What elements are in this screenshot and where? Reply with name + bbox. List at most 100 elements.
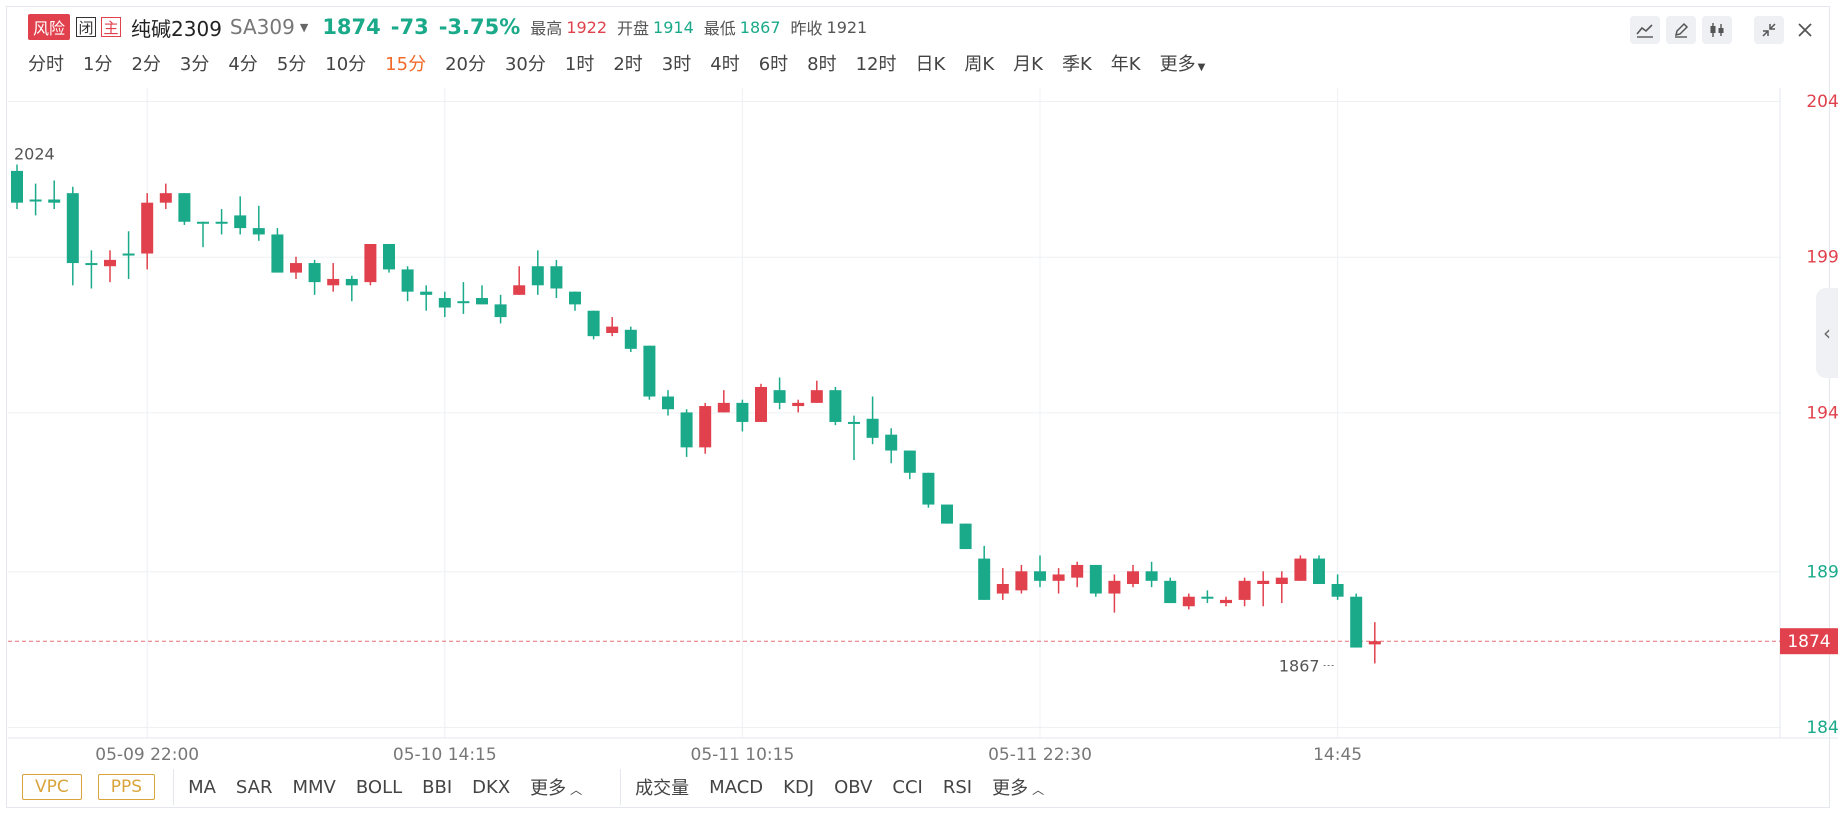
period-tab-label: 日K bbox=[915, 54, 946, 75]
sub-indicator-button[interactable]: RSI bbox=[942, 776, 973, 798]
chevron-left-icon[interactable]: ‹ bbox=[1816, 288, 1838, 378]
candle-body bbox=[1238, 580, 1251, 600]
candle-body bbox=[1368, 641, 1381, 645]
low-value: 1867 bbox=[739, 17, 781, 37]
period-tab[interactable]: 更多 ▼ bbox=[1160, 50, 1206, 76]
candle-body bbox=[1108, 580, 1121, 594]
candle-settings-icon[interactable] bbox=[1702, 16, 1732, 44]
candle-body bbox=[1127, 571, 1139, 585]
candle-body bbox=[438, 298, 451, 308]
period-tab-label: 20分 bbox=[445, 54, 486, 75]
period-tab[interactable]: 1分 bbox=[83, 50, 112, 76]
product-code[interactable]: SA309 bbox=[229, 15, 295, 39]
candle-body bbox=[848, 421, 860, 424]
candle-body bbox=[476, 298, 488, 305]
shrink-icon[interactable] bbox=[1754, 16, 1784, 44]
high-label: 最高 bbox=[530, 19, 563, 38]
low-label: 最低 bbox=[703, 19, 736, 38]
overlay-indicator-button[interactable]: SAR bbox=[235, 776, 273, 798]
candle-body bbox=[159, 193, 172, 203]
sub-indicator-button[interactable]: OBV bbox=[834, 776, 873, 798]
candle-body bbox=[1331, 584, 1344, 597]
divider bbox=[173, 769, 175, 805]
close-icon[interactable] bbox=[1790, 16, 1820, 44]
more-sub-button[interactable]: 更多 ︿ bbox=[992, 774, 1044, 800]
period-tab[interactable]: 3时 bbox=[662, 50, 691, 76]
main-indicator-button[interactable]: PPS bbox=[97, 774, 156, 800]
candle-body bbox=[1201, 596, 1214, 599]
sub-indicator-button[interactable]: MACD bbox=[709, 776, 764, 798]
candle-body bbox=[1350, 596, 1363, 648]
sub-indicator-button[interactable]: KDJ bbox=[783, 776, 815, 798]
line-chart-icon[interactable] bbox=[1630, 16, 1660, 44]
prev-close-label: 昨收 bbox=[790, 19, 823, 38]
more-overlay-button[interactable]: 更多 ︿ bbox=[530, 774, 582, 800]
candle-body bbox=[1182, 596, 1195, 607]
period-tab[interactable]: 10分 bbox=[325, 50, 366, 76]
sub-indicator-button[interactable]: 成交量 bbox=[635, 778, 690, 799]
period-tab-label: 12时 bbox=[855, 54, 897, 75]
period-tab[interactable]: 日K bbox=[916, 50, 946, 76]
candle-body bbox=[457, 301, 470, 304]
pencil-icon[interactable] bbox=[1666, 16, 1696, 44]
candle-body bbox=[513, 285, 526, 295]
period-tab-label: 10分 bbox=[325, 54, 367, 75]
sub-indicator-button[interactable]: CCI bbox=[892, 776, 923, 798]
overlay-indicator-button[interactable]: MA bbox=[188, 776, 216, 798]
period-tab[interactable]: 4时 bbox=[710, 50, 739, 76]
overlay-indicator-button[interactable]: BBI bbox=[422, 776, 453, 798]
price-change-pct: -3.75% bbox=[438, 15, 521, 39]
candle-body bbox=[699, 406, 712, 448]
period-tab[interactable]: 1时 bbox=[565, 50, 594, 76]
period-tab[interactable]: 12时 bbox=[856, 50, 897, 76]
candle-body bbox=[680, 412, 693, 448]
candle-body bbox=[829, 390, 842, 422]
period-tab[interactable]: 15分 bbox=[385, 50, 426, 76]
period-tab-label: 1分 bbox=[83, 54, 113, 75]
overlay-indicator-button[interactable]: BOLL bbox=[355, 776, 403, 798]
candle-body bbox=[662, 396, 674, 410]
candle-body bbox=[624, 329, 637, 349]
candle-body bbox=[1220, 599, 1232, 604]
period-tab[interactable]: 季K bbox=[1062, 50, 1092, 76]
period-tab[interactable]: 6时 bbox=[759, 50, 788, 76]
period-tab[interactable]: 周K bbox=[964, 50, 994, 76]
candle-body bbox=[773, 390, 786, 403]
chevron-down-icon[interactable]: ▼ bbox=[299, 20, 309, 34]
candle-body bbox=[122, 253, 135, 256]
period-tab[interactable]: 月K bbox=[1013, 50, 1043, 76]
period-tab[interactable]: 8时 bbox=[807, 50, 836, 76]
high-value: 1922 bbox=[566, 17, 608, 37]
last-price-tag bbox=[1780, 628, 1838, 655]
period-tab-label: 4时 bbox=[710, 54, 740, 75]
candle-body bbox=[978, 558, 991, 600]
period-tab[interactable]: 4分 bbox=[228, 50, 257, 76]
candle-body bbox=[271, 234, 284, 273]
open-label: 开盘 bbox=[617, 19, 650, 38]
overlay-indicator-button[interactable]: MMV bbox=[292, 776, 336, 798]
period-tab[interactable]: 5分 bbox=[277, 50, 306, 76]
period-tab[interactable]: 2时 bbox=[613, 50, 642, 76]
period-tab[interactable]: 20分 bbox=[445, 50, 486, 76]
overlay-indicator-button[interactable]: DKX bbox=[472, 776, 511, 798]
candle-body bbox=[197, 221, 209, 224]
candle-body bbox=[401, 269, 414, 292]
candle-body bbox=[29, 199, 42, 202]
product-name: 纯碱2309 bbox=[131, 16, 222, 41]
period-tab[interactable]: 30分 bbox=[505, 50, 546, 76]
main-indicator-button[interactable]: VPC bbox=[22, 774, 82, 800]
period-tab[interactable]: 年K bbox=[1111, 50, 1141, 76]
max-price-label: 2024 bbox=[14, 145, 55, 164]
period-tab[interactable]: 3分 bbox=[180, 50, 209, 76]
candle-body bbox=[587, 310, 600, 337]
period-tab-label: 年K bbox=[1110, 54, 1141, 75]
risk-badge: 风险 bbox=[28, 14, 71, 40]
last-price-tag-label: 1874 bbox=[1787, 632, 1830, 652]
period-tab[interactable]: 分时 bbox=[28, 50, 64, 76]
candle-body bbox=[327, 278, 340, 286]
period-tab[interactable]: 2分 bbox=[131, 50, 160, 76]
candle-body bbox=[1294, 558, 1307, 581]
y-tick-label: 1847 bbox=[1806, 718, 1838, 738]
min-price-label: 1867 bbox=[1279, 656, 1320, 675]
indicator-bar: VPC PPS MA SAR MMV BOLL BBI DKX 更多 ︿ 成交量 MACD KDJ OBV… bbox=[6, 765, 1830, 809]
